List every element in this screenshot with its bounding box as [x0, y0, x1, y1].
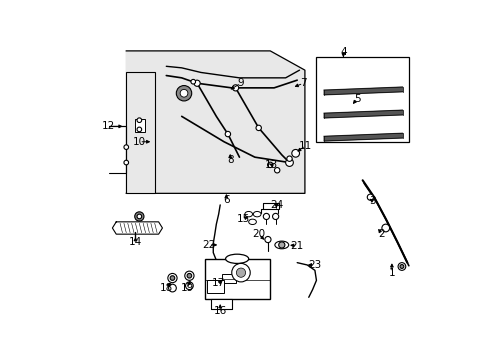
Circle shape	[190, 80, 195, 84]
Circle shape	[194, 80, 200, 86]
Text: 4: 4	[339, 48, 346, 58]
Circle shape	[137, 118, 142, 122]
Text: 8: 8	[226, 155, 233, 165]
Circle shape	[137, 214, 142, 219]
Ellipse shape	[253, 211, 261, 217]
Circle shape	[236, 268, 245, 277]
Text: 12: 12	[102, 121, 115, 131]
Circle shape	[187, 274, 191, 278]
Circle shape	[232, 85, 238, 91]
Circle shape	[180, 89, 187, 97]
Text: 2: 2	[378, 229, 385, 239]
Text: 11: 11	[299, 141, 312, 150]
Text: 7: 7	[300, 78, 306, 88]
Bar	[204, 259, 270, 299]
Circle shape	[381, 224, 389, 232]
Circle shape	[185, 282, 193, 289]
Text: 14: 14	[129, 237, 142, 247]
Text: 9: 9	[237, 78, 244, 88]
Circle shape	[263, 213, 269, 220]
Text: 16: 16	[213, 306, 226, 316]
Ellipse shape	[225, 254, 248, 264]
Text: 1: 1	[388, 268, 394, 278]
Circle shape	[123, 160, 128, 165]
Circle shape	[399, 265, 403, 269]
Polygon shape	[324, 133, 402, 141]
Text: 15: 15	[236, 214, 249, 224]
Text: 22: 22	[202, 240, 215, 250]
Circle shape	[170, 276, 174, 280]
Circle shape	[137, 127, 142, 132]
Text: 3: 3	[368, 196, 375, 206]
Circle shape	[397, 263, 405, 270]
Circle shape	[278, 242, 285, 248]
Circle shape	[366, 194, 373, 200]
Text: 21: 21	[290, 241, 303, 251]
Bar	[221, 274, 235, 283]
Text: 5: 5	[353, 94, 360, 104]
Circle shape	[267, 162, 272, 167]
Text: 18: 18	[160, 283, 173, 293]
Circle shape	[291, 149, 299, 157]
Ellipse shape	[244, 211, 252, 217]
Bar	[126, 72, 154, 193]
Text: 24: 24	[269, 200, 283, 210]
Circle shape	[123, 145, 128, 149]
Text: 10: 10	[133, 137, 145, 147]
Text: 17: 17	[212, 278, 225, 288]
Circle shape	[168, 284, 176, 292]
Circle shape	[176, 86, 191, 101]
Circle shape	[256, 125, 261, 131]
Circle shape	[225, 131, 230, 137]
Circle shape	[274, 167, 279, 173]
Ellipse shape	[248, 219, 256, 225]
Bar	[210, 299, 231, 309]
Circle shape	[285, 159, 293, 166]
Circle shape	[272, 213, 278, 220]
Circle shape	[167, 274, 177, 283]
Circle shape	[286, 156, 292, 161]
Circle shape	[231, 264, 250, 282]
Text: 19: 19	[180, 283, 193, 293]
Text: 20: 20	[252, 229, 264, 239]
Bar	[316, 57, 408, 142]
Bar	[135, 119, 144, 132]
Bar	[207, 280, 224, 293]
Polygon shape	[324, 87, 402, 95]
Polygon shape	[324, 110, 402, 118]
Text: 6: 6	[223, 194, 229, 204]
Circle shape	[184, 271, 194, 280]
Polygon shape	[126, 51, 305, 193]
Polygon shape	[112, 222, 162, 234]
Ellipse shape	[274, 241, 288, 249]
Circle shape	[264, 237, 270, 243]
Circle shape	[135, 212, 143, 221]
Text: 23: 23	[307, 260, 321, 270]
Text: 13: 13	[264, 160, 278, 170]
